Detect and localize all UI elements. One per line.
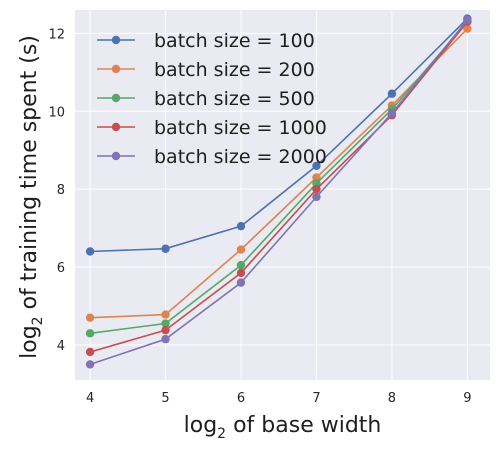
y-axis-title-base: log <box>17 325 42 359</box>
legend-item: batch size = 500 <box>97 88 315 110</box>
legend-item: batch size = 100 <box>97 30 315 52</box>
data-point <box>312 161 321 170</box>
legend-marker <box>111 93 121 103</box>
series-lines <box>85 14 472 369</box>
data-point <box>387 109 397 118</box>
data-point <box>161 325 170 335</box>
data-point <box>85 329 95 338</box>
data-point <box>161 334 170 344</box>
data-point <box>85 360 95 369</box>
x-axis-title-rest: of base width <box>226 413 381 438</box>
y-tick-labels: 4 6 8 10 12 <box>48 27 65 354</box>
legend-label: batch size = 500 <box>154 88 315 110</box>
series-line <box>90 28 468 319</box>
y-axis-title: log2 of training time spent (s) <box>17 35 46 359</box>
legend-item: batch size = 1000 <box>97 117 327 139</box>
data-point <box>312 173 321 182</box>
series-5 <box>85 15 472 369</box>
data-point <box>312 184 321 194</box>
data-point <box>161 319 170 328</box>
legend-marker <box>111 64 121 74</box>
x-axis-title: log2 of base width <box>184 413 382 442</box>
plot-area <box>75 10 490 380</box>
legend-marker <box>111 151 121 161</box>
legend-label: batch size = 1000 <box>154 117 327 139</box>
legend-marker <box>111 122 121 132</box>
grid-lines <box>75 10 490 380</box>
x-tick-labels: 4 5 6 7 8 9 <box>86 391 472 406</box>
data-point <box>387 89 397 98</box>
x-tick-label: 7 <box>312 391 320 406</box>
legend-item: batch size = 200 <box>97 59 315 81</box>
x-tick-label: 8 <box>388 391 396 406</box>
legend: batch size = 100 batch size = 200 batch si… <box>97 30 327 168</box>
data-point <box>312 179 321 188</box>
data-point <box>463 15 472 24</box>
data-point <box>236 260 246 270</box>
x-tick-label: 9 <box>463 391 471 406</box>
y-tick-label: 10 <box>48 105 65 120</box>
series-line <box>89 21 469 353</box>
data-point <box>85 313 95 322</box>
y-tick-label: 6 <box>57 261 65 276</box>
legend-label: batch size = 200 <box>154 59 315 81</box>
legend-label: batch size = 100 <box>154 30 315 52</box>
series-line <box>89 19 469 366</box>
legend-marker <box>111 35 121 45</box>
data-point <box>161 310 170 319</box>
data-point <box>312 192 321 202</box>
y-axis-title-rest: of training time spent (s) <box>17 35 42 316</box>
data-point <box>236 245 246 254</box>
legend-label: batch size = 2000 <box>154 146 327 168</box>
data-point <box>85 347 95 357</box>
data-point <box>85 247 95 256</box>
data-point <box>236 278 246 287</box>
x-axis-title-base: log <box>184 413 218 438</box>
x-tick-label: 4 <box>86 391 94 406</box>
legend-item: batch size = 2000 <box>97 146 327 168</box>
y-tick-label: 8 <box>57 183 65 198</box>
series-line <box>90 18 468 253</box>
series-2 <box>85 24 472 322</box>
data-point <box>236 268 246 278</box>
y-tick-label: 12 <box>48 27 65 42</box>
series-line <box>89 21 469 335</box>
data-point <box>161 244 170 253</box>
data-point <box>236 221 246 231</box>
data-point <box>463 24 472 33</box>
x-tick-label: 5 <box>161 391 169 406</box>
x-tick-label: 6 <box>237 391 245 406</box>
y-axis-title-subscript: 2 <box>30 316 46 325</box>
y-tick-label: 4 <box>57 339 65 354</box>
x-axis-title-subscript: 2 <box>217 426 226 442</box>
